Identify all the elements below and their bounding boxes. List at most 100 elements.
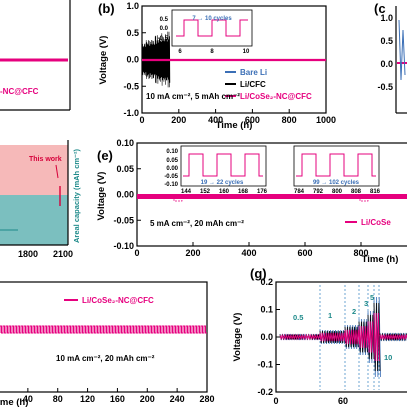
panel-f: 40 80 120 160 200 240 280 Time (h) Li/CoSe₂-NC… [0,281,215,407]
legend-li-cose2: Li/CoSe₂-NC@CFC [240,92,312,101]
panel-g-rate-4: 5 [370,293,374,302]
panel-b-xtick-label: 1000 [316,115,336,125]
panel-d-teal-region [0,195,68,245]
panel-d-pink-region [0,145,68,195]
panel-g-rate-2: 2 [352,307,356,316]
panel-b: (b) -1.0-0.50.00.51.0 0 200 400 600 800 1000 … [98,1,336,131]
panel-g-ytick-label: 0.1 [260,305,273,315]
panel-b-xtick-label: 200 [171,115,186,125]
panel-e-zoom-box-2 [359,195,369,202]
panel-d-annotation: This work [29,156,62,163]
panel-e-x-label: Time (h) [362,254,399,265]
panel-c-ytick-2: 0.0 [380,59,393,69]
panel-e-legend: Li/CoSe [361,218,391,227]
panel-e-inset-1-xtick-3: 168 [238,189,249,195]
panel-b-inset-xtick-2: 10 [243,49,250,55]
panel-e-inset-1-ytick-0: 0.10 [166,149,178,155]
panel-g-ytick-label: -0.2 [257,387,273,397]
panel-f-x-ticks: 40 80 120 160 200 240 280 [23,388,215,404]
panel-e-inset-1-xtick-0: 144 [181,189,192,195]
panel-e-inset-2-xtick-3: 808 [351,189,362,195]
panel-b-ytick-label: 0.0 [126,55,139,65]
panel-b-x-ticks: 0 200 400 600 800 1000 [139,109,336,125]
panel-b-inset-xtick-1: 8 [210,49,214,55]
panel-e-ytick-label: -0.10 [113,241,134,251]
panel-g-y-label: Voltage (V) [232,313,243,362]
panel-f-series-line [0,325,207,334]
panel-e-xtick-label: 800 [353,248,368,258]
panel-e-inset-2-annotation: 99 → 102 cycles [313,180,360,186]
panel-g-ytick-label: -0.1 [257,360,273,370]
panel-b-ytick-label: -1.0 [123,108,139,118]
panel-e-xtick-label: 600 [297,248,312,258]
panel-g-ytick-label: 0.0 [260,332,273,342]
panel-b-ytick-label: 0.5 [126,28,139,38]
panel-e-inset-1-ytick-4: -0.10 [164,182,178,188]
panel-d-xtick-0: 1800 [18,249,38,259]
panel-b-label: (b) [98,1,115,16]
panel-e-inset-2-line [296,153,376,177]
panel-e-inset-1-xtick-4: 176 [257,189,268,195]
panel-b-inset-ytick-2: -0.5 [158,36,169,42]
panel-e-y-ticks: 0.10 0.05 0.00 -0.05 -0.10 [113,138,141,251]
panel-g-rate-0: 0.5 [293,313,303,322]
panel-e-inset-2-xtick-2: 800 [332,189,343,195]
panel-e-inset-2-xtick-0: 784 [294,189,305,195]
panel-e-xtick-label: 400 [241,248,256,258]
panel-f-xtick-label: 160 [110,394,125,404]
panel-e-inset-1-frame [180,145,267,187]
panel-g-label: (g) [250,266,267,281]
panel-e-condition: 5 mA cm⁻², 20 mAh cm⁻² [150,219,244,228]
panel-g-ytick-label: 0.2 [260,277,273,287]
panel-d: This work 1800 2100 Areal capacity (mAh … [0,140,81,259]
panel-b-xtick-label: 0 [139,115,144,125]
panel-e-label: (e) [97,148,113,163]
panel-e-y-label: Voltage (V) [96,172,107,221]
panel-e-xtick-label: 0 [134,248,139,258]
panel-e-inset-2-xtick-4: 816 [370,189,381,195]
panel-b-inset-ytick-0: 0.5 [160,17,169,23]
panel-g-y-ticks: 0.2 0.1 0.0 -0.1 -0.2 [257,277,280,397]
panel-b-ytick-label: -0.5 [123,81,139,91]
panel-e-ytick-label: 0.00 [116,190,134,200]
panel-f-legend: Li/CoSe₂-NC@CFC [82,296,154,305]
panel-c-blue-spikes [398,19,406,81]
panel-g-xtick-0: 0 [273,396,278,406]
panel-f-frame [0,281,208,393]
panel-g-series-magenta [279,312,407,362]
panel-e-x-ticks: 0 200 400 600 800 [134,242,369,258]
panel-c-ytick-3: -0.5 [377,82,393,92]
panel-e-ytick-label: 0.10 [116,138,134,148]
panel-f-xtick-label: 40 [23,394,33,404]
panel-a-legend-text: -NC@CFC [0,87,39,96]
panel-f-xtick-label: 120 [80,394,95,404]
panel-c: (c 1.0 0.5 0.0 -0.5 [374,1,407,114]
panel-e-series-band [137,194,407,199]
panel-b-xtick-label: 400 [208,115,223,125]
panel-g-xtick-1: 60 [338,396,348,406]
panel-f-xtick-label: 200 [140,394,155,404]
legend-li-cfc: Li/CFC [240,80,266,89]
legend-bare-li: Bare Li [240,68,267,77]
panel-g-rate-1: 1 [328,311,332,320]
panel-f-xtick-label: 80 [53,394,63,404]
panel-e-inset-1-xtick-2: 160 [219,189,230,195]
panel-e-inset-2-frame [293,145,380,187]
panel-f-x-label: Time (h) [0,397,28,407]
panel-e-ytick-label: -0.05 [113,215,134,225]
panel-b-ytick-label: 1.0 [126,1,139,11]
panel-f-xtick-label: 240 [170,394,185,404]
panel-c-ytick-0: 1.0 [380,13,393,23]
panel-e-inset-1-ytick-3: -0.05 [164,174,178,180]
panel-e-inset-1-ytick-1: 0.05 [166,158,178,164]
panel-e-inset-1-line [183,153,263,177]
panel-b-y-label: Voltage (V) [98,36,109,85]
panel-b-condition: 10 mA cm⁻², 5 mAh cm⁻² [146,92,240,101]
panel-b-inset-ytick-1: 0.0 [160,26,169,32]
panel-e-inset-1-xtick-1: 152 [200,189,211,195]
panel-b-y-ticks: -1.0 -0.5 0.0 0.5 1.0 [123,1,146,118]
panel-d-y-label: Areal capacity (mAh cm⁻²) [72,149,81,243]
panel-g: (g) 0.2 0.1 0.0 -0.1 -0.2 0 60 Voltage (V) 0… [232,266,407,406]
panel-d-annotation-arrow [55,164,59,179]
